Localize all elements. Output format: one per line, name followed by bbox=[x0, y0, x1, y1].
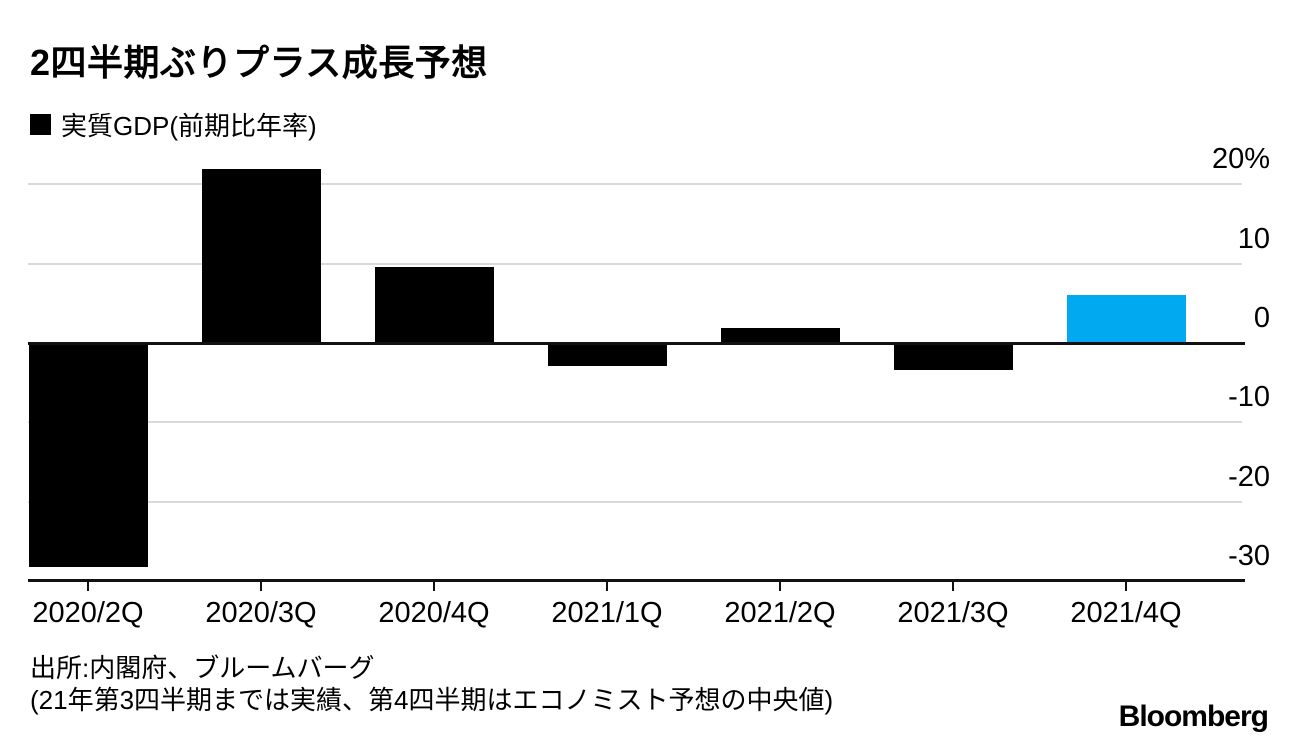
bar-2021/4Q bbox=[1066, 295, 1186, 343]
y-axis-label: 10 bbox=[1237, 222, 1270, 255]
x-axis-line bbox=[28, 579, 1245, 583]
note-line: (21年第3四半期までは実績、第4四半期はエコノミスト予想の中央値) bbox=[30, 685, 834, 715]
y-axis-label: 20% bbox=[1211, 143, 1270, 176]
x-axis-tick bbox=[87, 582, 89, 592]
source-line: 出所:内閣府、ブルームバーグ bbox=[30, 653, 375, 683]
gridline--10 bbox=[28, 421, 1242, 424]
x-axis-label: 2020/2Q bbox=[32, 597, 144, 629]
x-axis-tick bbox=[260, 582, 262, 592]
bar-2020/3Q bbox=[201, 168, 321, 343]
bar-2020/4Q bbox=[374, 266, 494, 343]
legend: 実質GDP(前期比年率) bbox=[30, 110, 317, 141]
y-axis-label: 0 bbox=[1253, 302, 1270, 334]
x-axis-label: 2020/4Q bbox=[378, 597, 490, 629]
zero-line bbox=[28, 341, 1245, 345]
x-axis-label: 2020/3Q bbox=[205, 597, 317, 629]
bar-2021/3Q bbox=[893, 343, 1013, 370]
legend-swatch-icon bbox=[30, 113, 51, 135]
x-axis-tick bbox=[952, 582, 954, 592]
bar-2020/2Q bbox=[28, 343, 148, 568]
y-axis-label: -10 bbox=[1228, 381, 1270, 414]
x-axis-tick bbox=[779, 582, 781, 592]
x-axis-label: 2021/2Q bbox=[724, 597, 836, 629]
y-axis-label: -20 bbox=[1228, 460, 1270, 493]
gridline-10 bbox=[28, 262, 1242, 265]
gridline-20 bbox=[28, 183, 1242, 186]
x-axis-tick bbox=[606, 582, 608, 592]
footer: 出所:内閣府、ブルームバーグ (21年第3四半期までは実績、第4四半期はエコノミ… bbox=[30, 652, 833, 716]
x-axis-label: 2021/4Q bbox=[1070, 597, 1182, 629]
bar-2021/2Q bbox=[720, 327, 840, 343]
gridline--20 bbox=[28, 500, 1242, 503]
chart-title: 2四半期ぶりプラス成長予想 bbox=[30, 42, 488, 83]
x-axis-tick bbox=[433, 582, 435, 592]
bar-2021/1Q bbox=[547, 343, 667, 366]
x-axis-label: 2021/1Q bbox=[551, 597, 663, 629]
x-axis-label: 2021/3Q bbox=[897, 597, 1009, 629]
x-axis-tick bbox=[1125, 582, 1127, 592]
bloomberg-logo: Bloomberg bbox=[1118, 700, 1269, 733]
legend-label: 実質GDP(前期比年率) bbox=[61, 110, 317, 141]
y-axis-label: -30 bbox=[1228, 539, 1270, 572]
